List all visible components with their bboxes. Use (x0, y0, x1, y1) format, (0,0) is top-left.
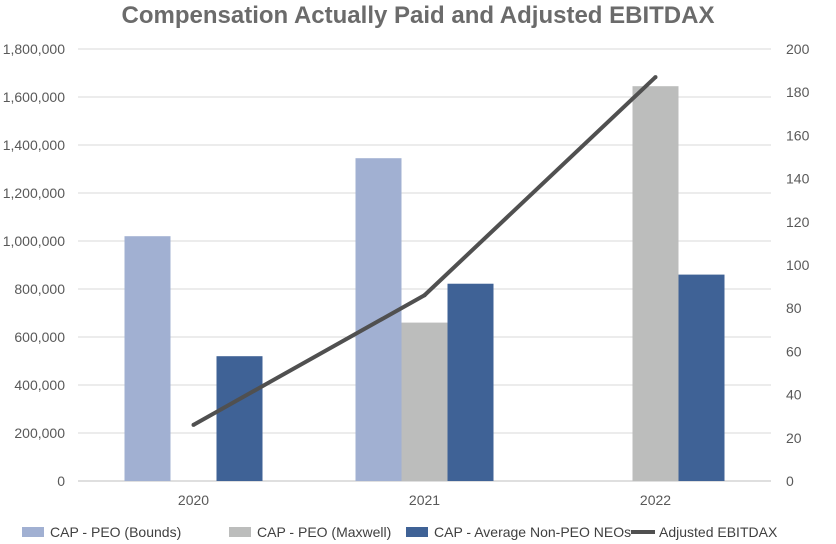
bar (216, 356, 263, 481)
y-right-tick-label: 40 (786, 387, 802, 403)
y-right-tick-label: 20 (786, 430, 802, 446)
x-tick-label: 2021 (409, 492, 440, 508)
bar (632, 86, 679, 481)
chart-title: Compensation Actually Paid and Adjusted … (121, 2, 715, 29)
y-left-tick-label: 1,000,000 (3, 233, 65, 249)
y-right-tick-label: 80 (786, 300, 802, 316)
bar (678, 274, 725, 481)
bar (124, 236, 171, 481)
x-tick-label: 2020 (178, 492, 209, 508)
y-left-tick-label: 600,000 (14, 329, 65, 345)
legend-swatch (406, 527, 428, 537)
y-left-tick-label: 200,000 (14, 425, 65, 441)
y-left-tick-label: 0 (57, 473, 65, 489)
y-right-tick-label: 100 (786, 257, 810, 273)
x-tick-label: 2022 (640, 492, 671, 508)
y-left-tick-label: 400,000 (14, 377, 65, 393)
bar (401, 322, 448, 481)
y-left-tick-label: 1,800,000 (3, 41, 65, 57)
y-right-tick-label: 0 (786, 473, 794, 489)
line-point (653, 75, 658, 80)
line-point (422, 293, 427, 298)
legend-label: Adjusted EBITDAX (659, 524, 778, 540)
legend-label: CAP - PEO (Maxwell) (257, 524, 391, 540)
y-left-tick-label: 1,200,000 (3, 185, 65, 201)
y-right-tick-label: 120 (786, 214, 810, 230)
line-point (191, 422, 196, 427)
legend-label: CAP - PEO (Bounds) (50, 524, 181, 540)
y-right-tick-label: 180 (786, 84, 810, 100)
y-right-tick-label: 140 (786, 171, 810, 187)
bar (447, 283, 494, 481)
y-left-tick-label: 1,600,000 (3, 89, 65, 105)
legend-label: CAP - Average Non-PEO NEOs (434, 524, 631, 540)
y-right-tick-label: 200 (786, 41, 810, 57)
y-right-tick-label: 60 (786, 343, 802, 359)
legend-swatch (229, 527, 251, 537)
y-left-tick-label: 1,400,000 (3, 137, 65, 153)
y-right-tick-label: 160 (786, 127, 810, 143)
y-left-tick-label: 800,000 (14, 281, 65, 297)
legend-swatch (22, 527, 44, 537)
